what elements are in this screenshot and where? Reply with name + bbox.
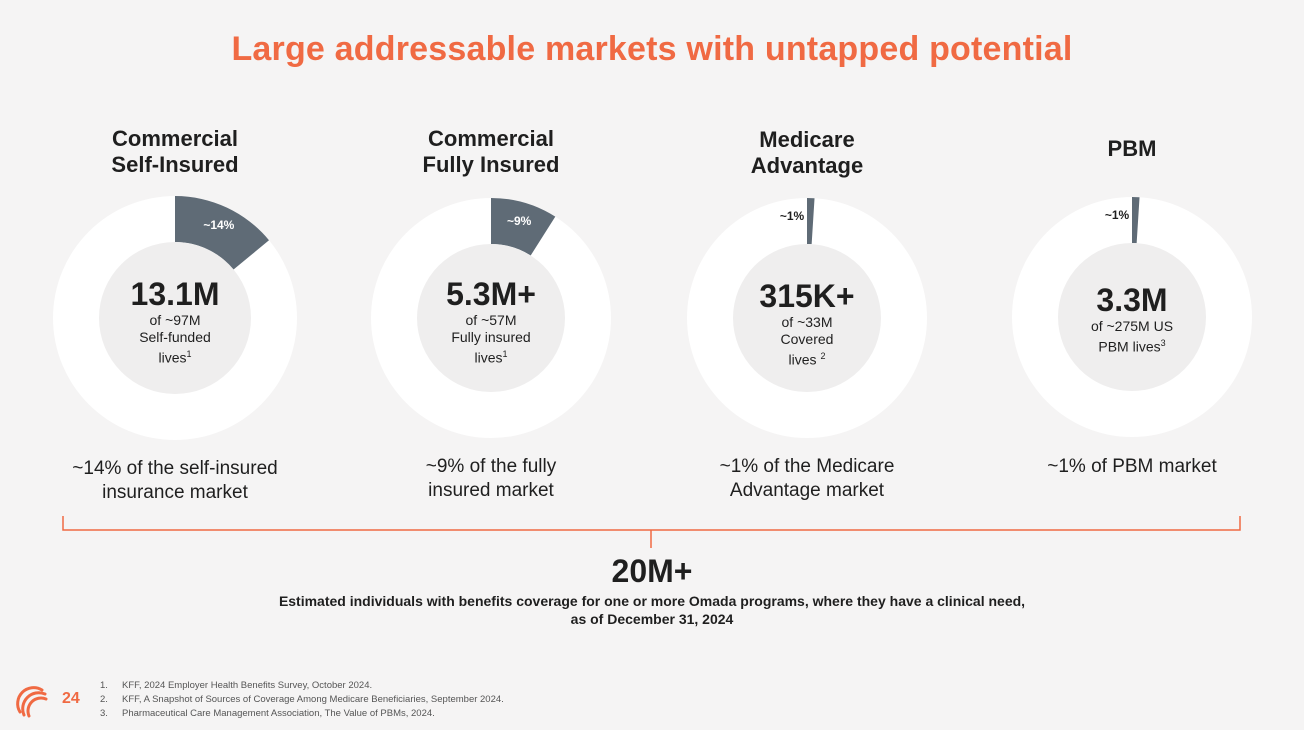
market-subtext-last: PBM lives3 <box>982 335 1282 356</box>
footnote-text: KFF, 2024 Employer Health Benefits Surve… <box>122 680 373 691</box>
market-subtext-last: lives1 <box>25 346 325 367</box>
donut-center: 315K+ of ~33M Covered lives 2 <box>657 278 957 369</box>
donut-hole <box>1058 243 1206 391</box>
subtext-lives: PBM lives <box>1098 338 1161 355</box>
market-subtext: Covered <box>780 331 834 347</box>
subtext-lives: lives <box>788 351 817 368</box>
slice-label: ~1% <box>1105 208 1130 222</box>
donut-center: 13.1M of ~97M Self-funded lives1 <box>25 276 325 367</box>
market-title: Commercial Self-Insured <box>25 126 325 178</box>
omada-logo-icon <box>16 686 48 718</box>
footnote-number: 3. <box>100 708 108 719</box>
slice-label: ~9% <box>507 214 532 228</box>
market-subtext-last: lives 2 <box>657 348 957 369</box>
market-title-line: Fully Insured <box>422 152 560 177</box>
donut-chart-fully-insured: ~9% <box>371 198 611 438</box>
donut-chart-self-insured: ~14% <box>53 196 297 440</box>
donut-hole <box>417 244 565 392</box>
footnote-ref: 1 <box>186 349 192 359</box>
subtext-lives: lives <box>474 349 503 366</box>
page-title: Large addressable markets with untapped … <box>231 30 1073 68</box>
total-description-line: as of December 31, 2024 <box>570 611 734 627</box>
footnote-ref: 1 <box>502 349 508 359</box>
market-value: 3.3M <box>1096 282 1168 318</box>
market-title: Medicare Advantage <box>657 127 957 179</box>
market-subtext: of ~57M <box>465 312 517 328</box>
market-title-line: Medicare <box>759 127 855 152</box>
footnote-text: Pharmaceutical Care Management Associati… <box>122 708 435 719</box>
market-subtext: of ~33M <box>781 314 833 330</box>
footnote-ref: 2 <box>820 351 826 361</box>
market-title-line: Advantage <box>750 153 864 178</box>
footnote-text: KFF, A Snapshot of Sources of Coverage A… <box>122 694 504 705</box>
slice-label: ~1% <box>780 209 805 223</box>
donut-chart-pbm: ~1% <box>1012 197 1252 437</box>
market-title-line: Self-Insured <box>111 152 239 177</box>
total-description-line: Estimated individuals with benefits cove… <box>278 593 1026 609</box>
market-title-line: Commercial <box>428 126 554 151</box>
footnote-number: 2. <box>100 694 108 705</box>
caption-line: ~9% of the fully <box>425 456 557 477</box>
market-title-line: Commercial <box>112 126 238 151</box>
slice-label: ~14% <box>203 218 234 232</box>
market-value: 315K+ <box>759 278 855 314</box>
donut-slice <box>491 198 556 256</box>
donut-hole <box>99 242 251 394</box>
caption-line: ~14% of the self-insured <box>72 458 278 479</box>
footnotes: 1. KFF, 2024 Employer Health Benefits Sur… <box>100 679 504 721</box>
market-caption: ~9% of the fully insured market <box>341 455 641 503</box>
caption-line: Advantage market <box>729 480 885 501</box>
market-value: 5.3M+ <box>446 276 536 312</box>
market-title: Commercial Fully Insured <box>341 126 641 178</box>
caption-line: insured market <box>428 480 554 501</box>
market-caption: ~14% of the self-insured insurance marke… <box>25 457 325 505</box>
footnote: 1. KFF, 2024 Employer Health Benefits Sur… <box>100 679 504 693</box>
market-subtext: Self-funded <box>139 329 211 345</box>
market-subtext-last: lives1 <box>341 346 641 367</box>
total-value: 20M+ <box>611 553 693 589</box>
donut-slice <box>807 198 815 245</box>
donut-slice <box>175 196 270 270</box>
donut-hole <box>733 244 881 392</box>
donut-center: 5.3M+ of ~57M Fully insured lives1 <box>341 276 641 367</box>
page-number: 24 <box>62 690 80 707</box>
footnote-ref: 3 <box>1160 338 1166 348</box>
market-title: PBM <box>982 136 1282 162</box>
footnote-number: 1. <box>100 680 108 691</box>
market-subtext: Fully insured <box>451 329 531 345</box>
donut-chart-medicare-advantage: ~1% <box>687 198 927 438</box>
market-value: 13.1M <box>130 276 220 312</box>
footnote: 2. KFF, A Snapshot of Sources of Coverage… <box>100 693 504 707</box>
total-description: Estimated individuals with benefits cove… <box>0 592 1304 628</box>
caption-line: ~1% of PBM market <box>1047 456 1217 477</box>
subtext-lives: lives <box>158 349 187 366</box>
market-subtext: of ~97M <box>149 312 201 328</box>
market-title-line: PBM <box>1107 136 1157 161</box>
market-subtext: of ~275M US <box>1090 318 1174 334</box>
donut-slice <box>1132 197 1140 244</box>
caption-line: ~1% of the Medicare <box>719 456 895 477</box>
footnote: 3. Pharmaceutical Care Management Associa… <box>100 707 504 721</box>
market-caption: ~1% of the Medicare Advantage market <box>657 455 957 503</box>
donut-center: 3.3M of ~275M US PBM lives3 <box>982 282 1282 356</box>
caption-line: insurance market <box>102 482 248 503</box>
market-caption: ~1% of PBM market <box>982 455 1282 479</box>
total-bracket <box>62 516 1241 548</box>
